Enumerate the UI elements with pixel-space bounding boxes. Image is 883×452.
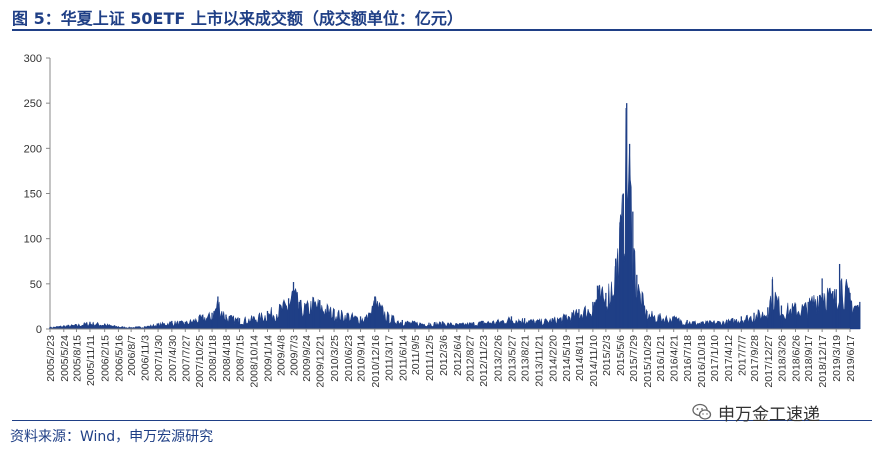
y-tick-label: 100: [24, 234, 42, 246]
x-tick-label: 2011/6/14: [397, 335, 409, 381]
x-tick-label: 2012/6/4: [452, 335, 464, 376]
x-tick-label: 2008/4/18: [221, 335, 233, 382]
footer-divider: [12, 420, 872, 421]
x-tick-label: 2005/2/23: [45, 335, 57, 382]
wechat-icon: [692, 403, 712, 420]
x-tick-label: 2010/3/25: [329, 335, 341, 382]
x-tick-label: 2006/8/7: [126, 335, 138, 376]
x-tick-label: 2007/1/30: [153, 335, 165, 382]
x-tick-label: 2019/3/19: [831, 335, 843, 382]
x-tick-label: 2014/11/10: [588, 335, 600, 387]
x-tick-label: 2005/8/15: [72, 335, 84, 382]
y-tick-label: 50: [30, 279, 42, 291]
x-tick-label: 2018/9/17: [803, 335, 815, 382]
x-tick-label: 2006/5/16: [113, 335, 125, 382]
x-tick-label: 2013/2/26: [493, 335, 505, 382]
x-tick-label: 2009/4/8: [275, 335, 287, 376]
x-tick-label: 2010/9/14: [356, 335, 368, 382]
x-tick-label: 2017/7/7: [736, 335, 748, 376]
x-tick-label: 2006/2/15: [100, 335, 112, 382]
x-tick-label: 2012/3/6: [438, 335, 450, 376]
source-note: 资料来源：Wind，申万宏源研究: [10, 429, 214, 445]
x-tick-label: 2017/4/12: [723, 335, 735, 382]
x-tick-label: 2018/6/26: [791, 335, 803, 382]
x-tick-label: 2016/10/18: [696, 335, 708, 388]
x-tick-label: 2016/4/21: [669, 335, 681, 382]
x-tick-label: 2015/10/29: [642, 335, 654, 388]
title-bar: 图 5：华夏上证 50ETF 上市以来成交额（成交额单位：亿元）: [0, 0, 883, 31]
y-tick-label: 300: [24, 53, 42, 65]
x-tick-label: 2019/6/17: [845, 335, 857, 382]
x-tick-label: 2013/8/21: [520, 335, 532, 382]
x-tick-label: 2006/11/3: [140, 335, 152, 381]
x-tick-label: 2010/6/23: [343, 335, 355, 382]
x-tick-label: 2009/9/24: [301, 335, 313, 382]
page-title: 图 5：华夏上证 50ETF 上市以来成交额（成交额单位：亿元）: [12, 9, 463, 28]
series-area: [49, 108, 861, 330]
watermark-text: 申万金工速递: [718, 404, 820, 425]
x-tick-label: 2014/2/20: [548, 335, 560, 382]
x-tick-label: 2008/1/18: [207, 335, 219, 382]
x-tick-label: 2014/5/19: [561, 335, 573, 382]
x-tick-label: 2015/5/6: [615, 335, 627, 376]
x-tick-label: 2011/9/5: [410, 335, 422, 375]
x-tick-label: 2012/8/27: [465, 335, 477, 382]
watermark: 申万金工速递: [692, 400, 820, 425]
series-layer: [49, 103, 861, 330]
x-tick-label: 2009/12/21: [315, 335, 327, 388]
y-tick-label: 0: [36, 324, 42, 336]
x-tick-label: 2016/1/21: [655, 335, 667, 382]
x-tick-label: 2015/2/3: [601, 335, 613, 376]
x-tick-label: 2011/12/5: [424, 335, 436, 381]
x-tick-label: 2007/10/25: [194, 335, 206, 388]
x-tick-label: 2007/4/30: [167, 335, 179, 382]
x-tick-label: 2017/12/27: [763, 335, 775, 388]
x-tick-label: 2008/7/15: [235, 335, 247, 382]
x-tick-label: 2007/7/27: [180, 335, 192, 382]
x-tick-label: 2017/1/10: [709, 335, 721, 382]
x-tick-label: 2016/7/18: [682, 335, 694, 382]
x-tick-label: 2014/8/11: [574, 335, 586, 381]
x-tick-label: 2018/12/17: [817, 335, 829, 388]
y-tick-label: 150: [24, 189, 42, 201]
x-axis: 2005/2/23 2005/5/24 2005/8/15 2005/11/11 200…: [45, 328, 857, 388]
x-tick-label: 2005/5/24: [59, 335, 71, 382]
y-axis: 0 50 100 150 200 250 300: [24, 53, 51, 336]
x-tick-label: 2009/7/3: [289, 335, 301, 376]
x-tick-label: 2018/3/26: [776, 335, 788, 382]
x-tick-label: 2013/11/21: [534, 335, 546, 387]
x-tick-label: 2012/11/23: [478, 335, 490, 387]
x-tick-label: 2010/12/16: [370, 335, 382, 388]
x-tick-label: 2005/11/11: [85, 335, 97, 386]
x-tick-label: 2013/5/27: [507, 335, 519, 382]
y-tick-label: 200: [24, 143, 42, 155]
y-tick-label: 250: [24, 98, 42, 110]
title-underline: [12, 29, 872, 31]
x-tick-label: 2008/10/14: [248, 335, 260, 388]
x-tick-label: 2011/3/17: [384, 335, 396, 381]
x-tick-label: 2009/1/14: [263, 335, 275, 382]
x-tick-label: 2015/7/29: [628, 335, 640, 382]
x-tick-label: 2017/9/28: [749, 335, 761, 382]
